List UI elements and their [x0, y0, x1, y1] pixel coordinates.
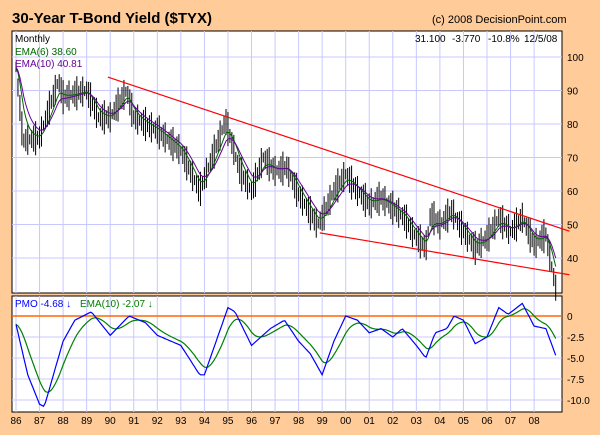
ema10-line — [15, 66, 557, 259]
x-tick-label: 98 — [293, 416, 305, 427]
y-tick-label: -7.5 — [567, 375, 585, 386]
x-tick-label: 01 — [364, 416, 376, 427]
x-tick-label: 93 — [175, 416, 187, 427]
x-tick-label: 03 — [411, 416, 423, 427]
x-tick-label: 92 — [152, 416, 164, 427]
pmo-line — [15, 302, 557, 408]
x-tick-label: 04 — [434, 416, 446, 427]
y-tick-label: -5.0 — [567, 354, 585, 365]
x-tick-label: 08 — [529, 416, 541, 427]
trendline-upper — [107, 76, 570, 232]
x-tick-label: 90 — [105, 416, 117, 427]
x-tick-label: 99 — [317, 416, 329, 427]
x-tick-label: 87 — [34, 416, 46, 427]
y-tick-label: -10.0 — [567, 396, 590, 407]
x-tick-label: 07 — [505, 416, 517, 427]
y-tick-label: 100 — [567, 53, 584, 64]
x-tick-label: 06 — [481, 416, 493, 427]
x-tick-label: 97 — [269, 416, 281, 427]
x-tick-label: 88 — [58, 416, 70, 427]
legend-pmo-ema: EMA(10) -2.07 ↓ — [80, 299, 153, 310]
x-tick-label: 05 — [458, 416, 470, 427]
legend-ema6: EMA(6) 38.60 — [15, 47, 77, 58]
x-tick-label: 02 — [387, 416, 399, 427]
pmo-panel — [11, 295, 563, 413]
x-tick-label: 00 — [340, 416, 352, 427]
trendline-lower — [319, 232, 570, 276]
quote-pct: -10.8% — [488, 34, 520, 45]
x-tick-label: 96 — [246, 416, 258, 427]
y-tick-label: 60 — [567, 187, 579, 198]
chart-title: 30-Year T-Bond Yield ($TYX) — [12, 10, 213, 27]
legend-ema10: EMA(10) 40.81 — [15, 59, 83, 70]
y-tick-label: 80 — [567, 120, 579, 131]
copyright: (c) 2008 DecisionPoint.com — [432, 14, 567, 26]
quote-last: 31.100 — [415, 34, 446, 45]
x-tick-label: 89 — [81, 416, 93, 427]
y-tick-label: 50 — [567, 221, 579, 232]
y-tick-label: 0 — [567, 312, 573, 323]
x-tick-label: 86 — [10, 416, 22, 427]
x-tick-label: 91 — [128, 416, 140, 427]
x-tick-label: 94 — [199, 416, 211, 427]
period-label: Monthly — [15, 34, 50, 45]
y-tick-label: 90 — [567, 87, 579, 98]
y-tick-label: 70 — [567, 154, 579, 165]
y-tick-label: -2.5 — [567, 333, 585, 344]
pmo-ema-line — [15, 308, 557, 393]
quote-date: 12/5/08 — [524, 34, 558, 45]
x-tick-label: 95 — [222, 416, 234, 427]
legend-pmo: PMO -4.68 ↓ — [15, 299, 71, 310]
quote-change: -3.770 — [452, 34, 481, 45]
y-tick-label: 40 — [567, 254, 579, 265]
